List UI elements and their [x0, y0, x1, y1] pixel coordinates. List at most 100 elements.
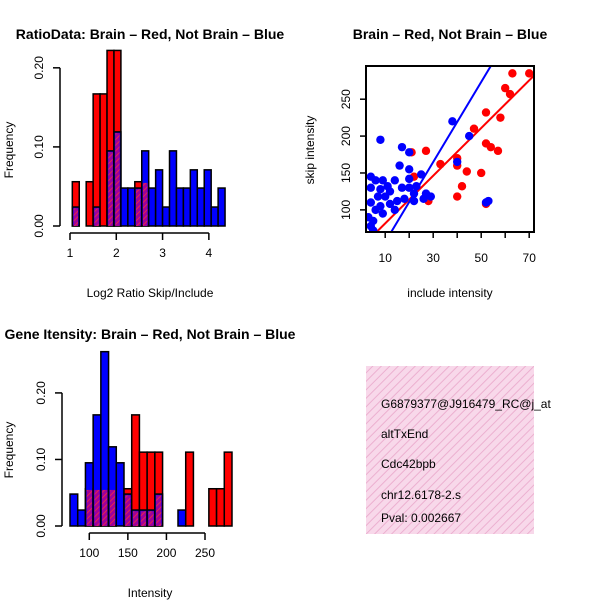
bar-overlap [136, 189, 141, 226]
x-tick-label: 150 [118, 546, 138, 560]
point-not-brain [390, 205, 399, 215]
point-not-brain [453, 157, 462, 167]
x-tick-label: 30 [427, 251, 441, 265]
bar-brain [99, 93, 108, 227]
x-tick-label: 10 [379, 251, 393, 265]
bar-overlap [94, 208, 99, 226]
bar-overlap [73, 208, 79, 226]
y-tick-label: 200 [339, 126, 353, 146]
point-not-brain [405, 165, 414, 174]
x-tick-label: 4 [206, 246, 213, 260]
y-tick-label: 0.20 [34, 381, 48, 405]
point-brain [462, 167, 471, 176]
intensity-hist-xlabel: Intensity [128, 586, 173, 600]
point-not-brain [378, 176, 387, 185]
bar-overlap [142, 182, 148, 226]
bar-brain [184, 451, 195, 527]
point-not-brain [371, 176, 380, 185]
bar-not-brain [177, 509, 187, 527]
bar-brain [215, 487, 226, 527]
point-not-brain [378, 209, 387, 218]
scatter-plot-area: 10 30 50 70 100 150 200 250 [339, 65, 536, 265]
point-brain [505, 89, 515, 99]
scatter-frame [365, 65, 535, 233]
info-location: chr12.6178-2.s [381, 488, 461, 502]
bar-not-brain [120, 187, 129, 227]
ratio-hist-title: RatioData: Brain – Red, Not Brain – Blue [16, 26, 285, 42]
x-tick-label: 100 [79, 546, 99, 560]
x-tick-label: 2 [113, 246, 120, 260]
point-brain [496, 113, 505, 122]
point-not-brain [412, 182, 421, 191]
bar-not-brain [189, 169, 199, 227]
scatter-data [366, 66, 534, 232]
x-tick-label: 1 [67, 246, 74, 260]
bar-not-brain [182, 187, 192, 227]
bar-overlap [108, 152, 113, 226]
bar-overlap [115, 133, 120, 226]
y-tick-label: 250 [339, 89, 353, 109]
point-not-brain [397, 142, 407, 152]
point-brain [525, 69, 534, 78]
point-not-brain [419, 194, 428, 203]
bar-overlap [102, 489, 108, 526]
bar-not-brain [203, 169, 212, 227]
x-tick-label: 200 [156, 546, 176, 560]
panel-ratio-histogram: RatioData: Brain – Red, Not Brain – Blue… [2, 26, 284, 300]
info-gene-name: Cdc42bpb [381, 457, 436, 471]
info-event-type: altTxEnd [381, 427, 428, 441]
intensity-hist-axes: 100 150 200 250 0.00 0.10 0.20 [34, 381, 215, 560]
bar-brain [223, 451, 233, 527]
fit-line-not-brain [390, 66, 492, 232]
info-box-background [366, 366, 534, 534]
point-brain [436, 159, 445, 169]
point-not-brain [397, 183, 407, 192]
bar-not-brain [168, 150, 178, 227]
bar-not-brain [175, 187, 185, 227]
scatter-title: Brain – Red, Not Brain – Blue [353, 26, 548, 42]
point-not-brain [395, 161, 404, 170]
point-not-brain [393, 196, 402, 206]
panel-scatter: Brain – Red, Not Brain – Blue 10 30 50 7010… [303, 26, 547, 300]
point-not-brain [409, 189, 419, 198]
bar-overlap [86, 489, 92, 526]
point-not-brain [409, 196, 419, 206]
point-not-brain [369, 226, 378, 232]
bar-not-brain [69, 493, 79, 527]
intensity-hist-ylabel: Frequency [2, 422, 16, 479]
scatter-xlabel: include intensity [407, 286, 492, 300]
x-tick-label: 3 [159, 246, 166, 260]
point-brain [493, 146, 503, 156]
ratio-hist-bars [71, 49, 226, 227]
bar-overlap [156, 495, 162, 526]
bar-not-brain [217, 187, 226, 227]
intensity-hist-bars [69, 350, 233, 527]
y-tick-label: 0.00 [32, 214, 46, 238]
y-tick-label: 150 [339, 163, 353, 183]
bar-overlap [148, 511, 154, 526]
bar-overlap [132, 511, 139, 526]
y-tick-label: 0.20 [32, 56, 46, 80]
point-brain [421, 146, 431, 156]
point-not-brain [417, 170, 426, 179]
bar-not-brain [147, 187, 157, 227]
point-not-brain [376, 135, 385, 144]
panel-info-box: G6879377@J916479_RC@j_at altTxEnd Cdc42b… [366, 366, 551, 534]
point-not-brain [371, 205, 380, 215]
ratio-hist-axes: 1 2 3 4 0.00 0.10 0.20 [32, 56, 213, 260]
point-not-brain [376, 185, 385, 194]
point-not-brain [426, 192, 435, 201]
ratio-hist-xlabel: Log2 Ratio Skip/Include [87, 286, 214, 300]
point-not-brain [448, 117, 457, 126]
bar-overlap [109, 489, 116, 526]
bar-not-brain [196, 187, 205, 227]
info-pvalue: Pval: 0.002667 [381, 511, 461, 525]
intensity-hist-title: Gene Itensity: Brain – Red, Not Brain – … [5, 326, 296, 342]
bar-not-brain [115, 462, 125, 527]
point-not-brain [366, 198, 375, 207]
bar-not-brain [154, 169, 164, 227]
bar-brain [92, 93, 101, 227]
point-brain [477, 168, 486, 178]
point-not-brain [465, 131, 474, 141]
